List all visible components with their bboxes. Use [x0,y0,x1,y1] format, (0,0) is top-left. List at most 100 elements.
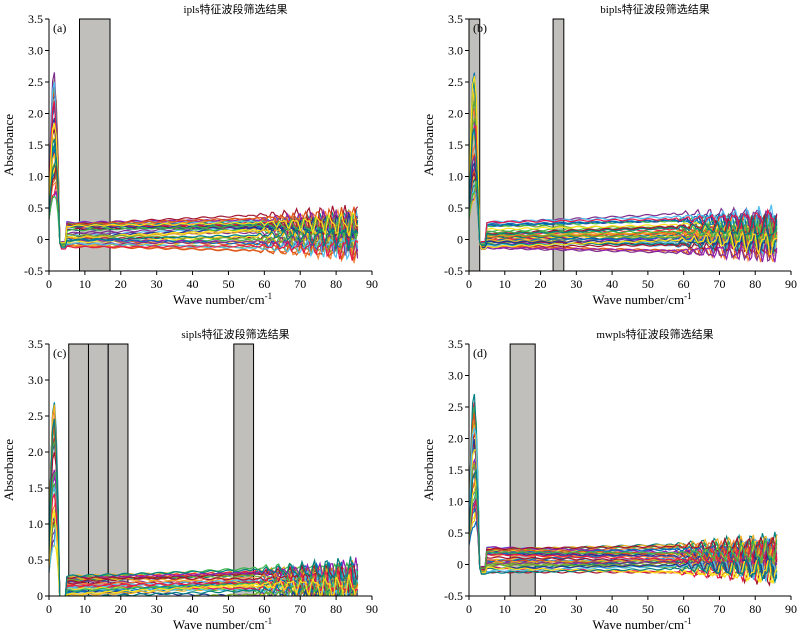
y-tick-label: 0 [37,589,43,603]
chart-panel-1: 0 10 20 30 40 50 60 70 80 90-0.500.51.01.52.02.53… [421,2,797,307]
x-tick-label: 40 [187,277,199,291]
x-tick-label: 50 [222,602,234,616]
y-tick-label: 0.5 [28,201,43,215]
y-tick-label: 0 [457,558,463,572]
panel-tag: (d) [473,346,487,360]
selected-band-2 [107,343,129,597]
y-tick-label: 3.0 [448,44,463,58]
y-tick-label: 2.0 [448,107,463,121]
y-tick-label: 0.5 [28,553,43,567]
spectrum-line [49,512,356,596]
spectrum-line [469,496,778,569]
x-tick-label: 90 [785,277,797,291]
chart-title: ipls特征波段筛选结果 [184,2,288,16]
y-tick-label: 3.5 [28,337,43,351]
spectrum-line [469,472,778,569]
spectrum-line [49,175,358,261]
x-tick-label: 90 [366,602,378,616]
x-tick-label: 20 [535,602,547,616]
x-tick-label: 30 [570,602,582,616]
y-tick-label: -0.5 [24,264,43,278]
selected-band-3 [233,343,255,597]
y-tick-label: 1.0 [448,170,463,184]
x-axis-label-sup: -1 [265,616,273,626]
spectrum-line [49,516,356,596]
x-tick-label: 80 [749,602,761,616]
x-tick-label: 70 [713,602,725,616]
x-tick-label: 0 [46,277,52,291]
chart-title: mwpls特征波段筛选结果 [596,327,713,341]
chart-title: sipls特征波段筛选结果 [181,327,289,341]
x-axis-label: Wave number/cm-1 [173,291,272,307]
spectrum-line [49,122,358,244]
y-tick-label: 0 [457,233,463,247]
spectra-group [469,393,778,587]
chart-panel-3: 0 10 20 30 40 50 60 70 80 90-0.500.51.01.52.02.53… [421,327,797,632]
x-tick-label: 0 [46,602,52,616]
spectrum-line [469,81,778,256]
y-tick-label: 2.5 [448,400,463,414]
x-tick-label: 70 [294,277,306,291]
spectrum-line [49,418,359,596]
x-tick-label: 0 [466,602,472,616]
x-tick-label: 10 [79,602,91,616]
x-tick-label: 90 [366,277,378,291]
x-tick-label: 40 [187,602,199,616]
y-tick-label: 1.0 [28,170,43,184]
chart-panel-2: 0 10 20 30 40 50 60 70 80 90 0 0.5 1.0 1.5 2.0 2.5 3.0 3.… [1,327,378,632]
y-tick-label: 0.5 [448,526,463,540]
x-tick-label: 70 [713,277,725,291]
x-tick-label: 10 [499,602,511,616]
x-tick-label: 80 [330,602,342,616]
y-tick-label: 3.5 [28,12,43,26]
x-tick-label: 40 [606,602,618,616]
y-tick-label: 2.0 [28,445,43,459]
y-axis-label: Absorbance [1,439,16,501]
y-tick-label: 3.0 [28,44,43,58]
spectrum-line [469,100,778,248]
x-tick-label: 10 [499,277,511,291]
chart-panel-0: 0 10 20 30 40 50 60 70 80 90-0.500.51.01.52.02.53… [1,2,378,307]
spectrum-line [49,156,359,252]
x-tick-label: 20 [115,277,127,291]
x-tick-label: 20 [535,277,547,291]
y-tick-label: 2.5 [28,75,43,89]
x-tick-label: 20 [115,602,127,616]
spectrum-line [469,463,778,578]
spectrum-line [49,91,359,244]
spectrum-line [469,427,778,582]
chart-title: bipls特征波段筛选结果 [600,2,709,16]
x-tick-label: 30 [151,602,163,616]
spectra-group [49,401,359,596]
x-tick-label: 30 [570,277,582,291]
spectra-group [469,72,778,263]
spectrum-line [49,101,359,261]
spectrum-line [469,489,778,569]
x-tick-label: 30 [151,277,163,291]
y-tick-label: 2.5 [448,75,463,89]
spectrum-line [469,128,778,246]
spectrum-line [469,186,778,263]
y-tick-label: 1.5 [28,481,43,495]
y-tick-label: 0 [37,233,43,247]
x-tick-label: 50 [642,277,654,291]
spectrum-line [49,452,359,596]
y-tick-label: 1.5 [448,463,463,477]
y-tick-label: 1.5 [448,138,463,152]
x-axis-label-sup: -1 [684,616,692,626]
y-tick-label: 3.5 [448,337,463,351]
x-axis-label: Wave number/cm-1 [592,291,691,307]
x-tick-label: 90 [785,602,797,616]
y-tick-label: 2.0 [448,432,463,446]
spectrum-line [469,413,778,569]
y-tick-label: -0.5 [444,264,463,278]
panel-tag: (a) [53,21,66,35]
spectrum-line [469,479,778,584]
x-axis-label: Wave number/cm-1 [173,616,272,632]
y-axis-label: Absorbance [421,114,436,176]
y-tick-label: 0.5 [448,201,463,215]
y-axis-label: Absorbance [421,439,436,501]
x-axis-label: Wave number/cm-1 [592,616,691,632]
x-tick-label: 0 [466,277,472,291]
